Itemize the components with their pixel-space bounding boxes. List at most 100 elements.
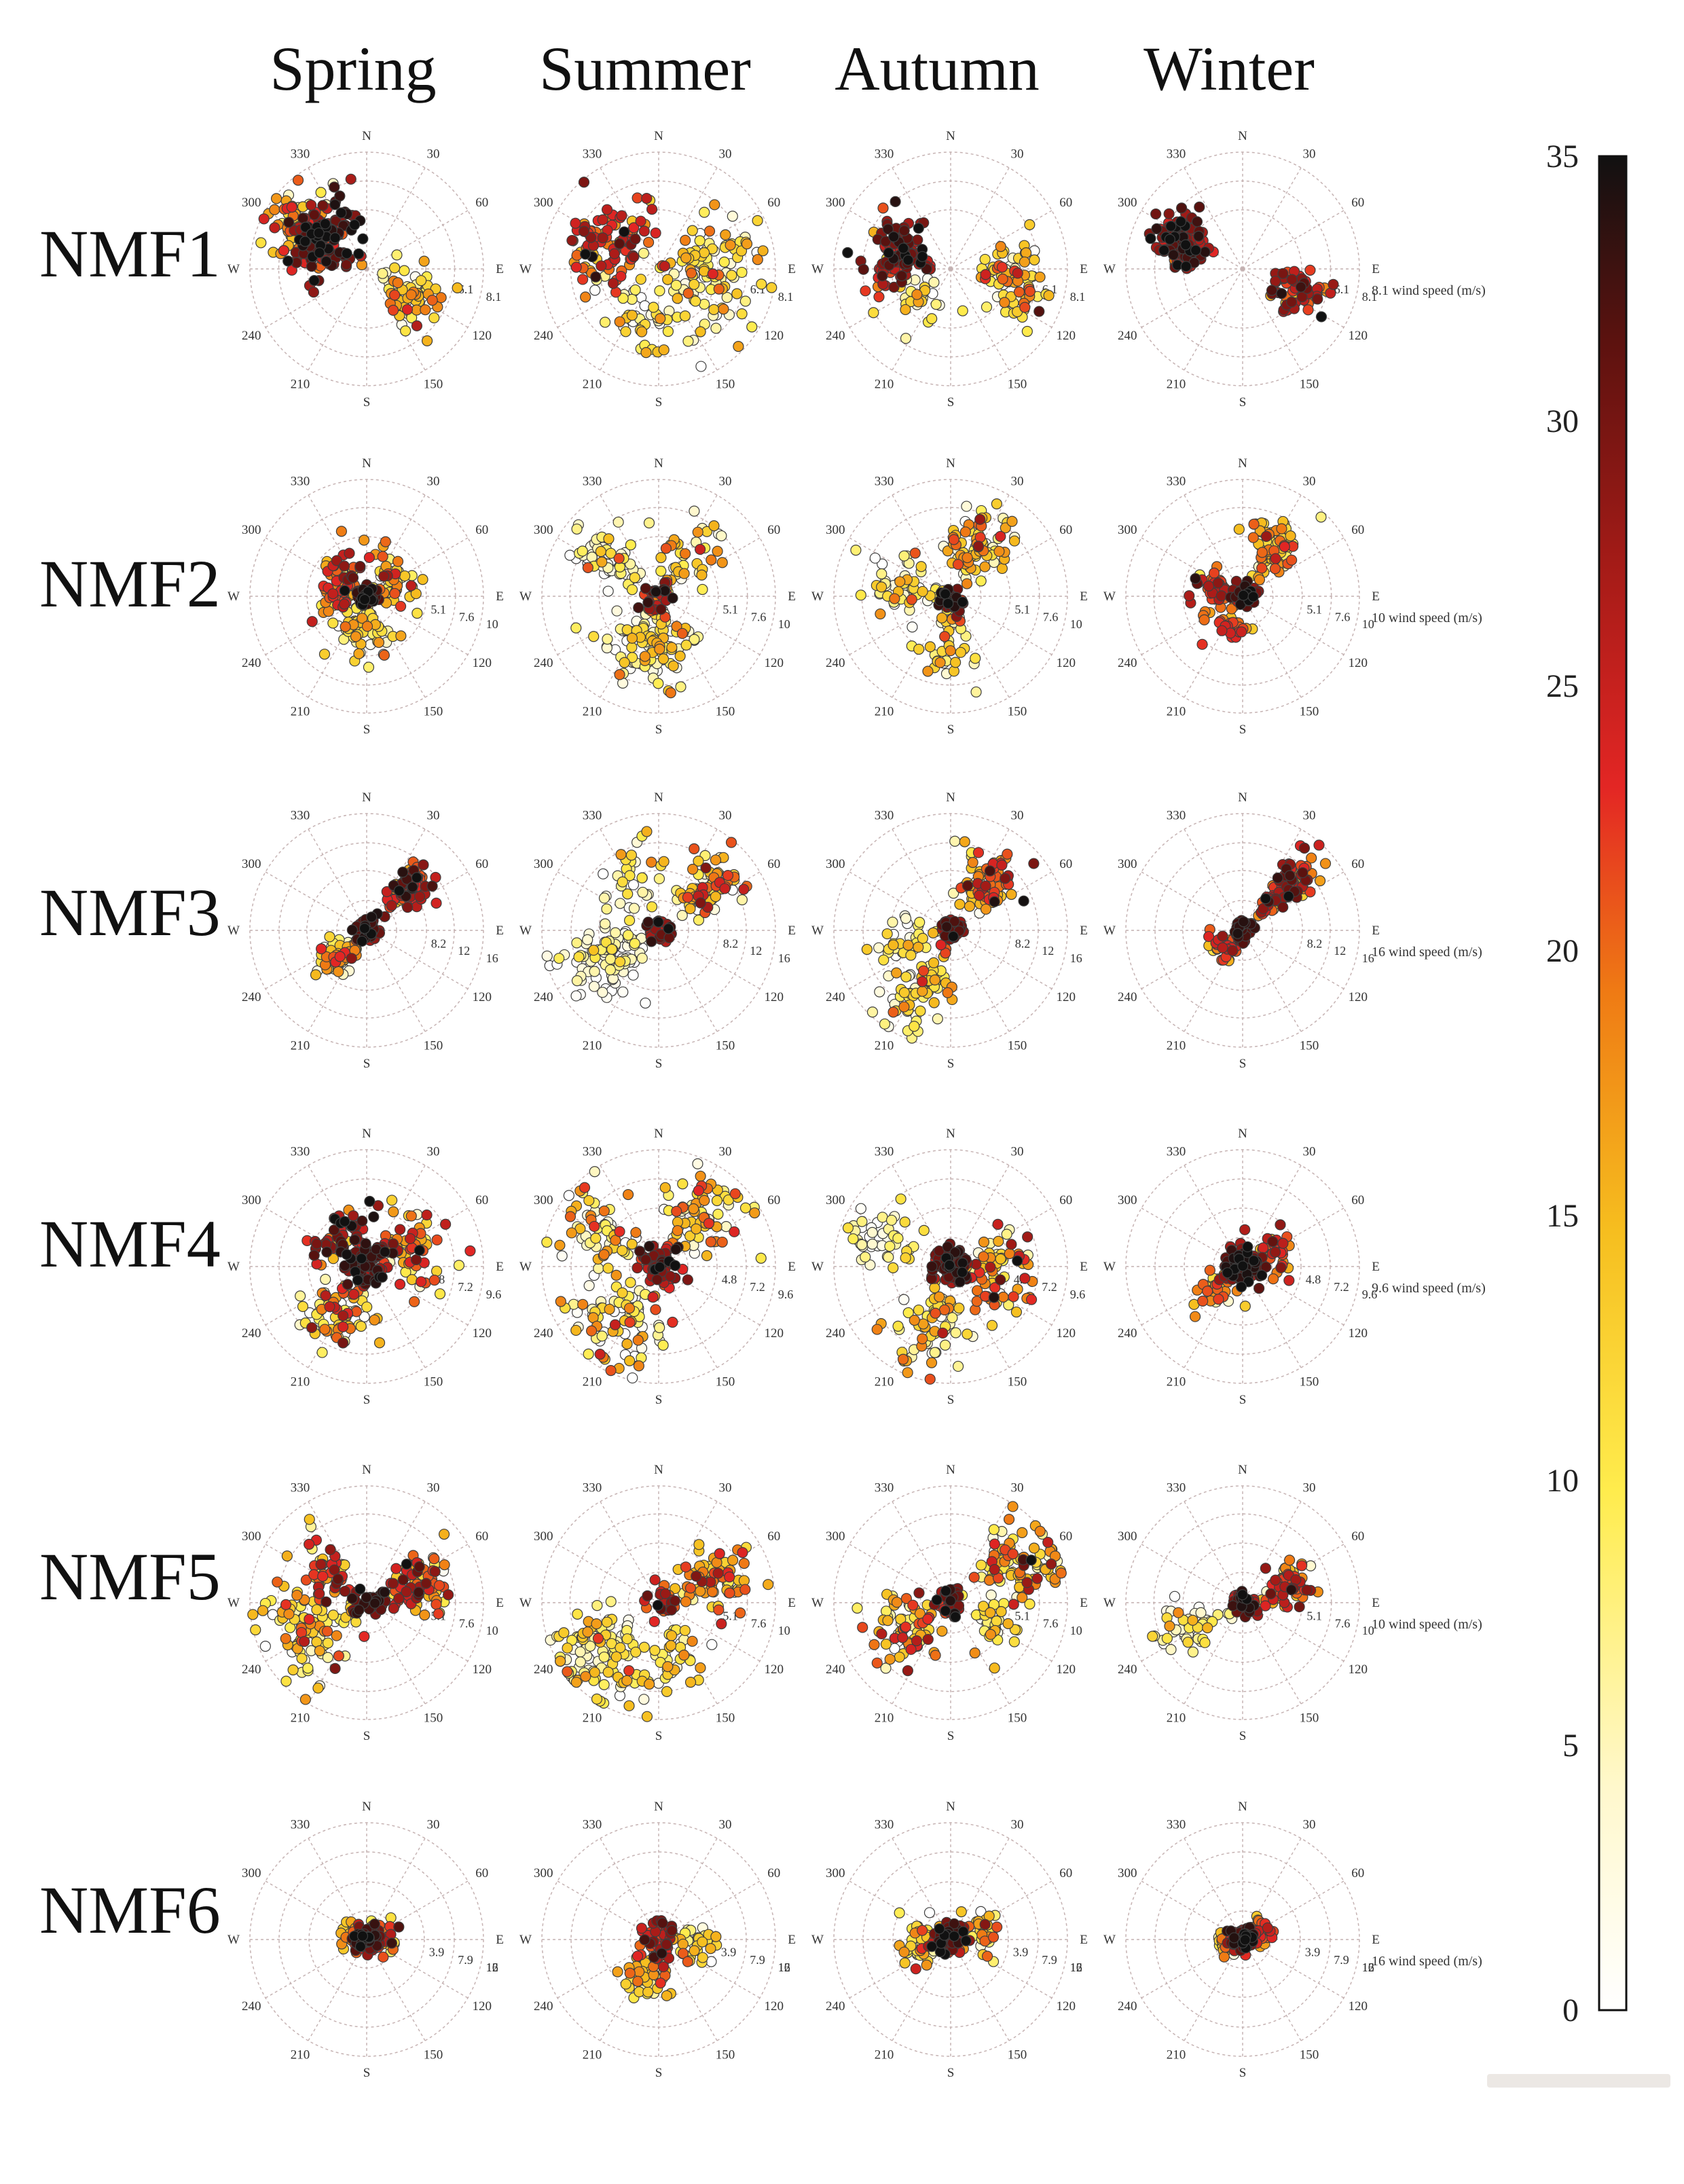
scatter-point xyxy=(387,304,399,316)
scatter-point xyxy=(617,1245,628,1256)
scatter-point xyxy=(574,1656,586,1668)
scatter-point xyxy=(1196,638,1208,650)
scatter-point xyxy=(698,247,710,259)
speed-label: 10 xyxy=(1070,617,1082,631)
scatter-point xyxy=(589,966,600,977)
scatter-point xyxy=(629,572,640,583)
scatter-point xyxy=(397,867,409,878)
scatter-point xyxy=(1158,244,1170,256)
scatter-point xyxy=(592,1633,604,1644)
direction-label-210: 210 xyxy=(583,1039,602,1053)
scatter-point xyxy=(637,886,648,898)
scatter-point xyxy=(453,1260,465,1271)
scatter-point xyxy=(667,1316,678,1328)
speed-label: 10 xyxy=(486,1624,498,1637)
scatter-point xyxy=(420,1578,432,1589)
direction-label-150: 150 xyxy=(716,1375,735,1389)
scatter-point xyxy=(902,1367,913,1379)
direction-label-300: 300 xyxy=(826,857,845,871)
scatter-point xyxy=(373,636,385,649)
direction-label-north: N xyxy=(1238,790,1247,805)
scatter-point xyxy=(341,248,352,259)
scatter-point xyxy=(329,181,340,193)
direction-label-120: 120 xyxy=(472,1326,492,1341)
scatter-point xyxy=(856,1216,868,1227)
scatter-point xyxy=(724,1571,735,1583)
scatter-point xyxy=(659,1182,671,1193)
scatter-point xyxy=(1260,530,1273,543)
scatter-point xyxy=(349,1234,361,1245)
scatter-point xyxy=(970,653,981,664)
scatter-point xyxy=(948,534,959,545)
scatter-point xyxy=(682,335,694,347)
scatter-point xyxy=(629,233,641,245)
scatter-point xyxy=(314,247,325,259)
scatter-point xyxy=(940,588,951,600)
direction-label-west: W xyxy=(519,262,532,276)
direction-label-240: 240 xyxy=(826,656,845,670)
direction-label-east: E xyxy=(1080,924,1088,938)
direction-label-south: S xyxy=(947,1729,955,1743)
scatter-point xyxy=(638,247,650,259)
direction-label-120: 120 xyxy=(472,656,492,670)
scatter-point xyxy=(622,888,634,900)
direction-label-60: 60 xyxy=(1351,1193,1364,1207)
scatter-point xyxy=(433,1608,444,1620)
scatter-point xyxy=(611,605,623,617)
scatter-point xyxy=(735,1607,746,1619)
scatter-point xyxy=(1197,1295,1209,1307)
scatter-point xyxy=(928,927,939,939)
scatter-point xyxy=(616,210,627,221)
scatter-point xyxy=(876,568,887,580)
scatter-point xyxy=(898,1001,910,1013)
scatter-point xyxy=(646,936,657,947)
scatter-point xyxy=(614,669,625,680)
scatter-point xyxy=(636,872,648,884)
scatter-point xyxy=(431,1234,443,1245)
scatter-point xyxy=(724,1587,735,1599)
scatter-point xyxy=(1029,254,1040,266)
scatter-point xyxy=(593,1262,604,1274)
speed-label: 10 xyxy=(778,1624,790,1637)
scatter-point xyxy=(566,1227,577,1239)
direction-label-330: 330 xyxy=(291,808,310,822)
scatter-point xyxy=(556,1250,568,1262)
direction-label-150: 150 xyxy=(716,1711,735,1726)
scatter-point xyxy=(628,222,640,234)
scatter-point xyxy=(989,1564,1000,1576)
scatter-point xyxy=(891,1597,903,1608)
scatter-point xyxy=(1002,848,1013,860)
scatter-point xyxy=(357,233,369,244)
scatter-point xyxy=(1184,590,1195,602)
scatter-point xyxy=(570,1324,582,1336)
scatter-point xyxy=(395,630,407,642)
scatter-point xyxy=(296,1653,308,1664)
scatter-point xyxy=(639,651,651,662)
scatter-point xyxy=(596,556,608,568)
scatter-point xyxy=(420,304,431,316)
scatter-point xyxy=(915,561,927,572)
scatter-point xyxy=(883,247,894,259)
scatter-point xyxy=(1006,515,1018,527)
scatter-point xyxy=(571,937,583,949)
scatter-point xyxy=(646,204,658,215)
direction-label-north: N xyxy=(1238,456,1247,471)
scatter-point xyxy=(1286,296,1298,308)
scatter-point xyxy=(541,950,553,962)
direction-label-300: 300 xyxy=(242,1193,261,1207)
scatter-point xyxy=(952,559,964,570)
direction-label-210: 210 xyxy=(583,705,602,719)
row-label-nmf4: NMF4 xyxy=(39,1206,221,1281)
scatter-point xyxy=(1319,858,1332,869)
scatter-point xyxy=(995,240,1006,253)
scatter-point xyxy=(1031,1573,1043,1584)
scatter-point xyxy=(889,593,900,604)
scatter-point xyxy=(1006,888,1017,900)
scatter-point xyxy=(1239,1300,1251,1312)
scatter-point xyxy=(554,1239,566,1251)
scatter-point xyxy=(680,1596,692,1607)
scatter-point xyxy=(970,686,982,698)
scatter-point xyxy=(928,997,940,1008)
scatter-point xyxy=(311,1604,323,1616)
scatter-point xyxy=(988,1292,1000,1303)
